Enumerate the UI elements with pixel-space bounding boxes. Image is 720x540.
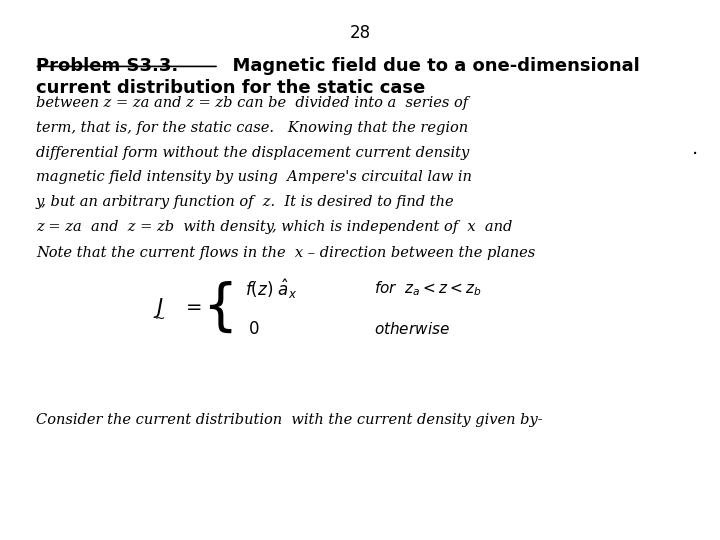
Text: magnetic field intensity by using  Ampere's circuital law in: magnetic field intensity by using Ampere… [36,170,472,184]
Text: $\mathit{J}$: $\mathit{J}$ [153,296,164,320]
Text: differential form without the displacement current density: differential form without the displaceme… [36,146,469,160]
Text: Note that the current flows in the  x – direction between the planes: Note that the current flows in the x – d… [36,246,535,260]
Text: .: . [692,139,698,158]
Text: Consider the current distribution  with the current density given by-: Consider the current distribution with t… [36,413,543,427]
Text: {: { [202,281,238,335]
Text: $0$: $0$ [248,320,260,339]
Text: $otherwise$: $otherwise$ [374,321,451,338]
Text: 28: 28 [349,24,371,42]
Text: =: = [186,298,202,318]
Text: current distribution for the static case: current distribution for the static case [36,79,426,97]
Text: between z = za and z = zb can be  divided into a  series of: between z = za and z = zb can be divided… [36,96,468,110]
Text: z = za  and  z = zb  with density, which is independent of  x  and: z = za and z = zb with density, which is… [36,220,513,234]
Text: Problem S3.3.: Problem S3.3. [36,57,179,75]
Text: term, that is, for the static case.   Knowing that the region: term, that is, for the static case. Know… [36,121,468,135]
Text: y, but an arbitrary function of  z.  It is desired to find the: y, but an arbitrary function of z. It is… [36,195,454,210]
Text: Magnetic field due to a one-dimensional: Magnetic field due to a one-dimensional [220,57,639,75]
Text: $f(z)\ \hat{a}_x$: $f(z)\ \hat{a}_x$ [245,277,297,301]
Text: $for\ \ z_a < z < z_b$: $for\ \ z_a < z < z_b$ [374,280,482,298]
Text: $\sim$: $\sim$ [152,311,165,324]
